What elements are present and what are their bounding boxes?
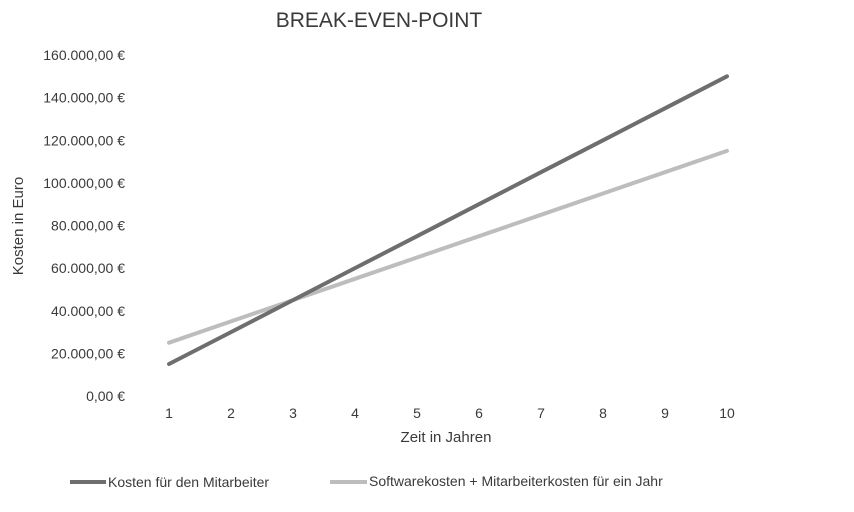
x-tick-label: 5 <box>413 405 421 421</box>
series-line-software-costs <box>167 148 729 345</box>
series-lines <box>167 74 729 366</box>
x-tick-label: 4 <box>351 405 359 421</box>
y-axis-tick-labels: 0,00 € 20.000,00 € 40.000,00 € 60.000,00 € 8… <box>43 47 125 404</box>
x-tick-label: 3 <box>289 405 297 421</box>
legend-label-software-costs: Softwarekosten + Mitarbeiterkosten für e… <box>369 473 663 489</box>
x-tick-label: 9 <box>661 405 669 421</box>
x-tick-label: 1 <box>165 405 173 421</box>
y-tick-label: 100.000,00 € <box>43 175 125 191</box>
legend: Kosten für den Mitarbeiter Softwarekoste… <box>70 473 663 490</box>
y-tick-label: 60.000,00 € <box>51 260 125 276</box>
y-tick-label: 80.000,00 € <box>51 218 125 234</box>
x-tick-label: 7 <box>537 405 545 421</box>
x-tick-label: 6 <box>475 405 483 421</box>
y-tick-label: 40.000,00 € <box>51 303 125 319</box>
legend-label-employee-costs: Kosten für den Mitarbeiter <box>108 474 269 490</box>
y-axis-label: Kosten in Euro <box>10 177 27 275</box>
y-tick-label: 120.000,00 € <box>43 132 125 148</box>
x-axis-tick-labels: 1 2 3 4 5 6 7 8 9 10 <box>165 405 735 421</box>
chart-title: BREAK-EVEN-POINT <box>276 9 483 32</box>
x-tick-label: 10 <box>719 405 735 421</box>
x-tick-label: 2 <box>227 405 235 421</box>
series-line-employee-costs <box>167 74 729 366</box>
y-tick-label: 0,00 € <box>86 388 125 404</box>
y-tick-label: 160.000,00 € <box>43 47 125 63</box>
y-tick-label: 20.000,00 € <box>51 345 125 361</box>
x-tick-label: 8 <box>599 405 607 421</box>
x-axis-label: Zeit in Jahren <box>401 429 492 446</box>
y-tick-label: 140.000,00 € <box>43 90 125 106</box>
